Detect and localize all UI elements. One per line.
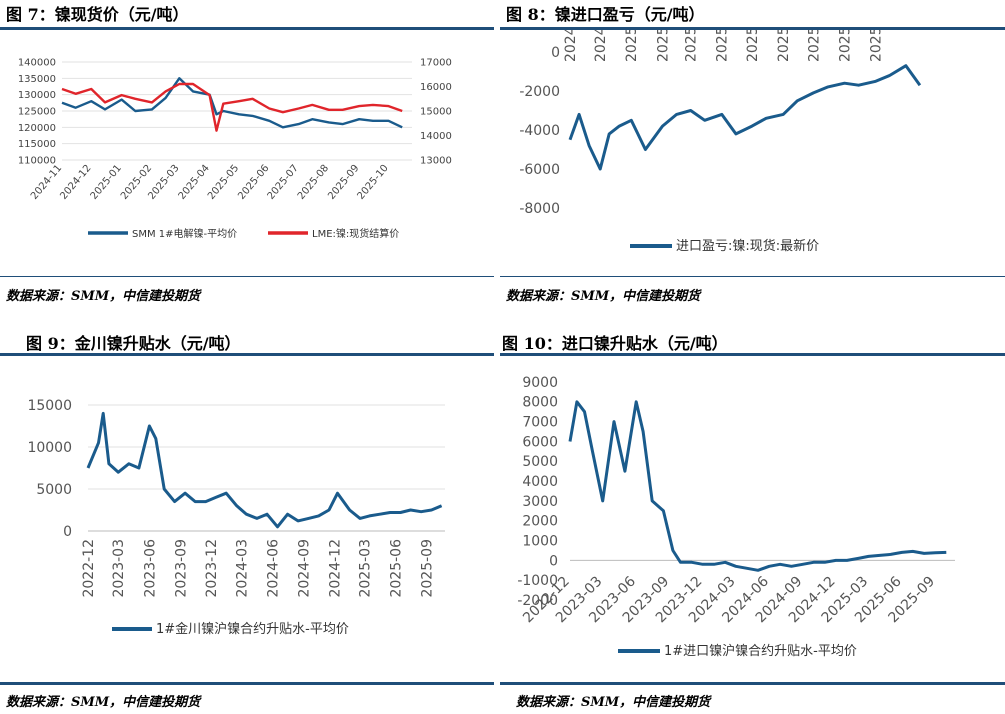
y2-tick-label: 14000 (420, 131, 452, 142)
y-tick-label: -2000 (517, 593, 558, 609)
legend-label: LME:镍:现货结算价 (312, 227, 399, 240)
chart-4: 9000 8000 7000 6000 5000 4000 3000 2000 1000 0 -10… (517, 375, 955, 659)
series-line (61, 77, 403, 129)
chart-2-source: 数据来源：SMM，中信建投期货 (506, 289, 701, 304)
x-tick-label: 2023-03 (111, 539, 127, 598)
source-rule (0, 276, 494, 277)
x-tick-label: 2025-09 (420, 539, 436, 598)
x-tick-label: 2023-09 (173, 539, 189, 598)
x-tick-label: 2024-11 (563, 30, 579, 62)
x-tick-label: 2023-12 (204, 539, 220, 598)
x-tick-label: 2024-12 (327, 539, 343, 598)
x-tick-label: 2025-10 (356, 163, 391, 202)
chart-1: 110000 115000 120000 125000 130000 135000 1400… (18, 58, 452, 241)
y-tick-label: 110000 (18, 156, 56, 167)
source-rule (0, 682, 494, 685)
y-tick-label: 8000 (522, 395, 558, 411)
chart-3-source: 数据来源：SMM，中信建投期货 (6, 695, 201, 710)
x-tick-label: 2025-08 (837, 30, 853, 62)
series-line (86, 411, 443, 529)
y-tick-label: 4000 (522, 474, 558, 490)
x-tick-label: 2025-03 (358, 539, 374, 598)
x-tick-label: 2025-09 (869, 30, 885, 62)
series-line (61, 82, 403, 132)
y-tick-label: 120000 (18, 123, 56, 134)
y-tick-label: -1000 (517, 573, 558, 589)
x-tick-label: 2025-08 (296, 163, 331, 202)
y-tick-label: 0 (551, 45, 560, 61)
chart-1-title: 图 7：镍现货价（元/吨） (6, 5, 189, 24)
y-tick-label: -4000 (519, 123, 560, 139)
y-tick-label: 0 (63, 524, 72, 540)
y-tick-label: 125000 (18, 107, 56, 118)
x-tick-label: 2022-12 (81, 539, 97, 598)
series-line (568, 64, 922, 171)
y-tick-label: -6000 (519, 162, 560, 178)
y-tick-label: 115000 (18, 139, 56, 150)
y-tick-label: 10000 (27, 440, 72, 456)
title-rule (0, 353, 494, 356)
y2-tick-label: 15000 (420, 107, 452, 118)
y-tick-label: 135000 (18, 74, 56, 85)
x-tick-label: 2025-01 (624, 30, 640, 62)
x-tick-label: 2025-05 (206, 163, 241, 202)
chart-4-title: 图 10：进口镍升贴水（元/吨） (502, 334, 728, 353)
chart-2-title: 图 8：镍进口盈亏（元/吨） (506, 5, 705, 24)
x-tick-label: 2025-06 (776, 30, 792, 62)
chart-3-title: 图 9：金川镍升贴水（元/吨） (26, 334, 241, 353)
chart-4-source: 数据来源：SMM，中信建投期货 (516, 695, 711, 710)
y-tick-label: 6000 (522, 434, 558, 450)
x-tick-label: 2025-07 (266, 163, 301, 202)
chart-2: 0 -2000 -4000 -6000 -8000 2024-11 2024-12 2025-… (519, 30, 922, 254)
title-rule (500, 27, 1005, 30)
x-tick-label: 2025-01 (89, 163, 124, 202)
y-tick-label: 3000 (522, 494, 558, 510)
y2-tick-label: 13000 (420, 156, 452, 167)
chart-1-source: 数据来源：SMM，中信建投期货 (6, 289, 201, 304)
x-tick-label: 2024-06 (266, 539, 282, 598)
legend-label: 1#金川镍沪镍合约升贴水-平均价 (156, 621, 349, 637)
y2-tick-label: 17000 (420, 58, 452, 69)
x-tick-label: 2025-07 (806, 30, 822, 62)
x-tick-label: 2024-09 (297, 539, 313, 598)
x-tick-label: 2023-06 (142, 539, 158, 598)
x-tick-label: 2024-12 (58, 163, 93, 202)
y-tick-label: 15000 (27, 398, 72, 414)
legend-label: 进口盈亏:镍:现货:最新价 (676, 238, 819, 254)
x-tick-label: 2024-12 (593, 30, 609, 62)
title-rule (500, 353, 1005, 356)
title-rule (0, 27, 494, 30)
y-tick-label: -2000 (519, 84, 560, 100)
y-tick-label: 130000 (18, 90, 56, 101)
source-rule (500, 682, 1005, 685)
y-tick-label: 5000 (522, 454, 558, 470)
source-rule (500, 276, 1005, 277)
x-tick-label: 2025-02 (655, 30, 671, 62)
chart-3: 15000 10000 5000 0 2022-12 2023-03 2023-06 2023… (27, 398, 445, 637)
legend-label: SMM 1#电解镍-平均价 (132, 227, 237, 240)
x-tick-label: 2025-03 (684, 30, 700, 62)
y-tick-label: 2000 (522, 514, 558, 530)
y-tick-label: 0 (549, 553, 558, 569)
y-tick-label: 1000 (522, 533, 558, 549)
y-tick-label: 5000 (36, 482, 72, 498)
x-tick-label: 2025-05 (745, 30, 761, 62)
legend-label: 1#进口镍沪镍合约升贴水-平均价 (664, 643, 857, 659)
series-line (568, 400, 947, 572)
y-tick-label: 7000 (522, 415, 558, 431)
y-tick-label: 140000 (18, 58, 56, 69)
y-tick-label: 9000 (522, 375, 558, 391)
y2-tick-label: 16000 (420, 82, 452, 93)
y-tick-label: -8000 (519, 201, 560, 217)
x-tick-label: 2025-06 (389, 539, 405, 598)
x-tick-label: 2025-04 (715, 30, 731, 62)
x-tick-label: 2024-03 (235, 539, 251, 598)
